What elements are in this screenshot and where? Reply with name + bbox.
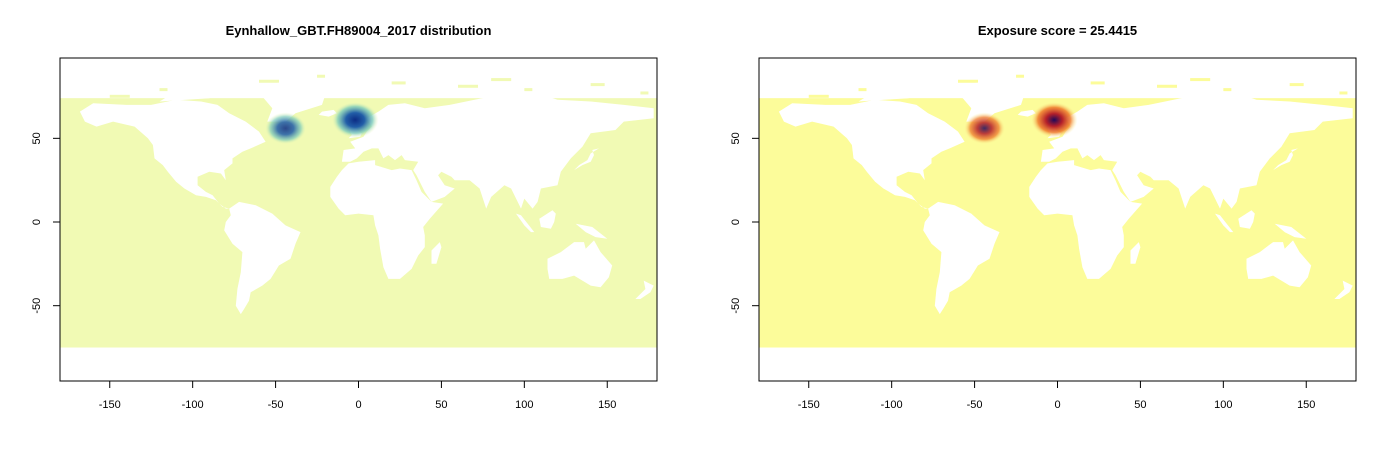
density-hotspot — [331, 101, 379, 138]
map-title: Eynhallow_GBT.FH89004_2017 distribution — [226, 23, 492, 38]
x-tick-label: 150 — [598, 399, 616, 411]
x-tick-label: -100 — [182, 399, 204, 411]
arctic-cell — [808, 94, 829, 98]
land-new-guinea — [1274, 223, 1307, 239]
arctic-cell — [1016, 74, 1025, 78]
arctic-cell — [259, 79, 279, 83]
y-tick-label: 0 — [31, 219, 43, 225]
land-borneo — [539, 210, 556, 229]
map-panel-1: Eynhallow_GBT.FH89004_2017 distribution -… — [31, 23, 658, 411]
land-north-america — [778, 99, 965, 209]
land-iceland — [1017, 109, 1036, 117]
x-tick-label: -100 — [881, 399, 903, 411]
x-tick-label: 0 — [355, 399, 361, 411]
land-iceland — [318, 109, 337, 117]
arctic-cell — [159, 88, 168, 92]
map-title: Exposure score = 25.4415 — [978, 23, 1137, 38]
land-africa — [330, 160, 444, 279]
x-tick-label: 100 — [515, 399, 533, 411]
arctic-cell — [524, 88, 533, 92]
arctic-cell — [1190, 78, 1211, 82]
arctic-cell — [1090, 81, 1105, 85]
arctic-cell — [458, 84, 478, 88]
x-axis: -150 -100 -50 0 50 100 150 — [798, 380, 1315, 411]
land-madagascar — [1130, 242, 1141, 264]
arctic-cell — [1223, 88, 1232, 92]
y-axis: -50 0 50 — [31, 132, 61, 314]
x-tick-label: -50 — [268, 399, 284, 411]
land-arctic-islands — [858, 83, 934, 102]
land-south-america — [923, 201, 1000, 315]
arctic-cell — [1339, 91, 1348, 95]
x-tick-label: -50 — [967, 399, 983, 411]
land-new-zealand — [1334, 280, 1353, 299]
arctic-cell — [958, 79, 978, 83]
map-panel-2: Exposure score = 25.4415 -150 -100 -50 0 50 10… — [730, 23, 1357, 411]
arctic-cell — [1289, 83, 1304, 87]
arctic-cell — [317, 74, 326, 78]
arctic-cell — [391, 81, 406, 85]
x-tick-label: 50 — [1134, 399, 1146, 411]
land-madagascar — [431, 242, 442, 264]
density-hotspot — [1030, 101, 1078, 138]
land-svalbard — [378, 88, 405, 94]
land-japan — [1273, 148, 1298, 171]
land-japan — [574, 148, 599, 171]
arctic-cell — [491, 78, 512, 82]
density-hotspot — [963, 112, 1006, 145]
land-south-america — [224, 201, 301, 315]
land-sumatra — [1215, 213, 1234, 233]
x-tick-label: 100 — [1214, 399, 1232, 411]
land-sumatra — [516, 213, 535, 233]
y-tick-label: 50 — [31, 132, 43, 144]
x-tick-label: -150 — [99, 399, 121, 411]
x-tick-label: 50 — [435, 399, 447, 411]
land-eurasia — [1040, 91, 1353, 209]
y-tick-label: 0 — [730, 219, 742, 225]
land-eurasia — [341, 91, 654, 209]
land-svalbard — [1077, 88, 1104, 94]
y-tick-label: 50 — [730, 132, 742, 144]
x-axis: -150 -100 -50 0 50 100 150 — [99, 380, 616, 411]
arctic-cell — [858, 88, 867, 92]
y-axis: -50 0 50 — [730, 132, 760, 314]
land-new-zealand — [635, 280, 654, 299]
x-tick-label: 150 — [1297, 399, 1315, 411]
land-greenland — [242, 81, 326, 122]
land-africa — [1029, 160, 1143, 279]
density-hotspot — [264, 112, 307, 145]
land-arctic-islands — [159, 83, 235, 102]
arctic-cell — [640, 91, 649, 95]
arctic-cell — [109, 94, 130, 98]
y-tick-label: -50 — [730, 298, 742, 314]
land-new-guinea — [575, 223, 608, 239]
y-tick-label: -50 — [31, 298, 43, 314]
arctic-cell — [1157, 84, 1177, 88]
land-greenland — [941, 81, 1025, 122]
x-tick-label: -150 — [798, 399, 820, 411]
land-north-america — [79, 99, 266, 209]
arctic-cell — [590, 83, 605, 87]
land-australia — [547, 240, 613, 288]
land-borneo — [1238, 210, 1255, 229]
land-australia — [1246, 240, 1312, 288]
x-tick-label: 0 — [1054, 399, 1060, 411]
